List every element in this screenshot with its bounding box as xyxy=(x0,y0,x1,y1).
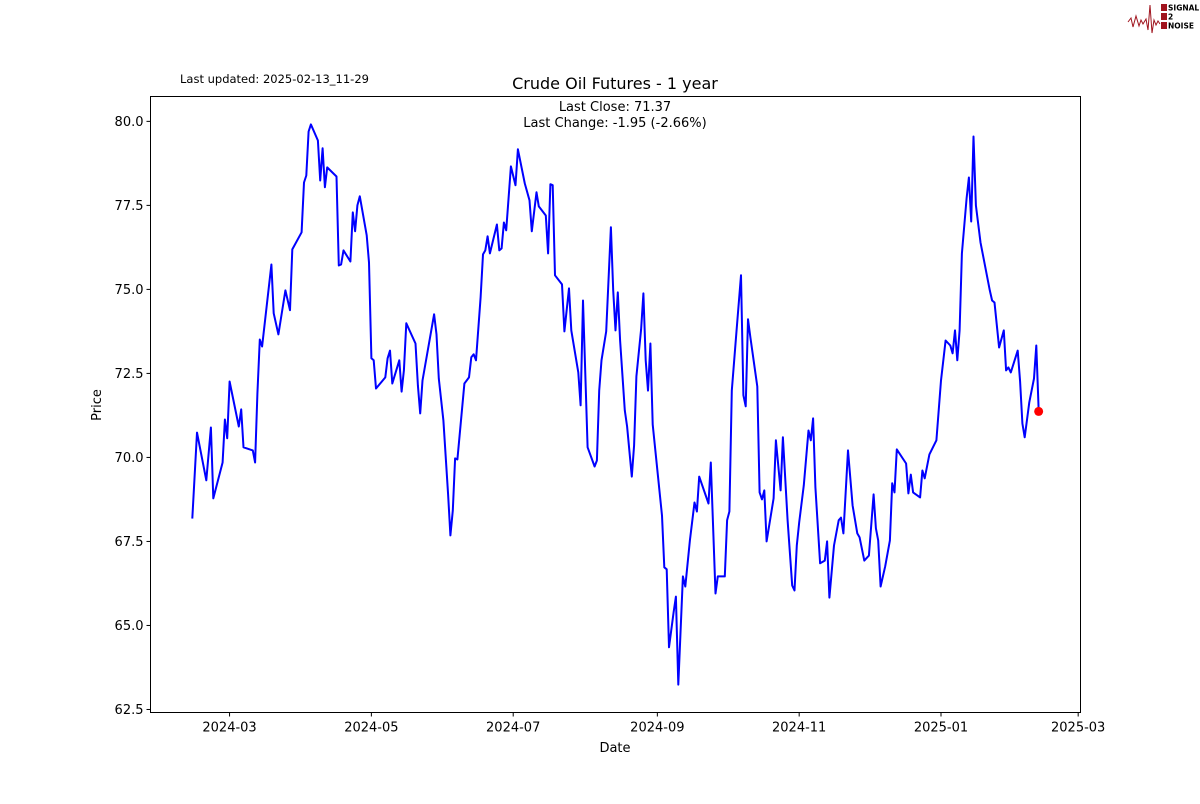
logo-text-noise: NOISE xyxy=(1168,22,1194,31)
y-tick-label: 80.0 xyxy=(115,115,144,130)
y-axis-label: Price xyxy=(90,389,105,421)
y-tick-label: 70.0 xyxy=(115,451,144,466)
chart-title: Crude Oil Futures - 1 year xyxy=(512,74,718,93)
y-axis: 62.5 65.0 67.5 70.0 72.5 75.0 77.5 80.0 xyxy=(115,115,151,718)
x-tick-label: 2024-11 xyxy=(772,721,826,736)
x-tick-label: 2024-03 xyxy=(202,721,256,736)
x-tick-label: 2025-03 xyxy=(1051,721,1105,736)
y-tick-label: 65.0 xyxy=(115,619,144,634)
x-axis-label: Date xyxy=(599,741,630,756)
last-change-annotation: Last Change: -1.95 (-2.66%) xyxy=(523,116,706,131)
plot-frame xyxy=(150,96,1081,713)
y-tick-label: 72.5 xyxy=(115,367,144,382)
price-series-line xyxy=(191,123,1040,686)
y-tick-label: 62.5 xyxy=(115,703,144,718)
last-close-annotation: Last Close: 71.37 xyxy=(559,100,671,115)
logo-text-2: 2 xyxy=(1168,13,1173,22)
x-axis: 2024-03 2024-05 2024-07 2024-09 2024-11 2025-… xyxy=(202,712,1105,736)
x-tick-label: 2025-01 xyxy=(914,721,968,736)
x-tick-label: 2024-05 xyxy=(344,721,398,736)
logo-text-signal: SIGNAL xyxy=(1168,4,1199,13)
x-tick-label: 2024-09 xyxy=(630,721,684,736)
last-close-marker xyxy=(1034,406,1044,416)
x-tick-label: 2024-07 xyxy=(486,721,540,736)
y-tick-label: 67.5 xyxy=(115,535,144,550)
signal-2-noise-logo: SIGNAL 2 NOISE xyxy=(1127,4,1199,34)
y-tick-label: 77.5 xyxy=(115,199,144,214)
logo-waveform xyxy=(1127,4,1161,34)
y-tick-label: 75.0 xyxy=(115,283,144,298)
last-updated-label: Last updated: 2025-02-13_11-29 xyxy=(180,72,369,86)
